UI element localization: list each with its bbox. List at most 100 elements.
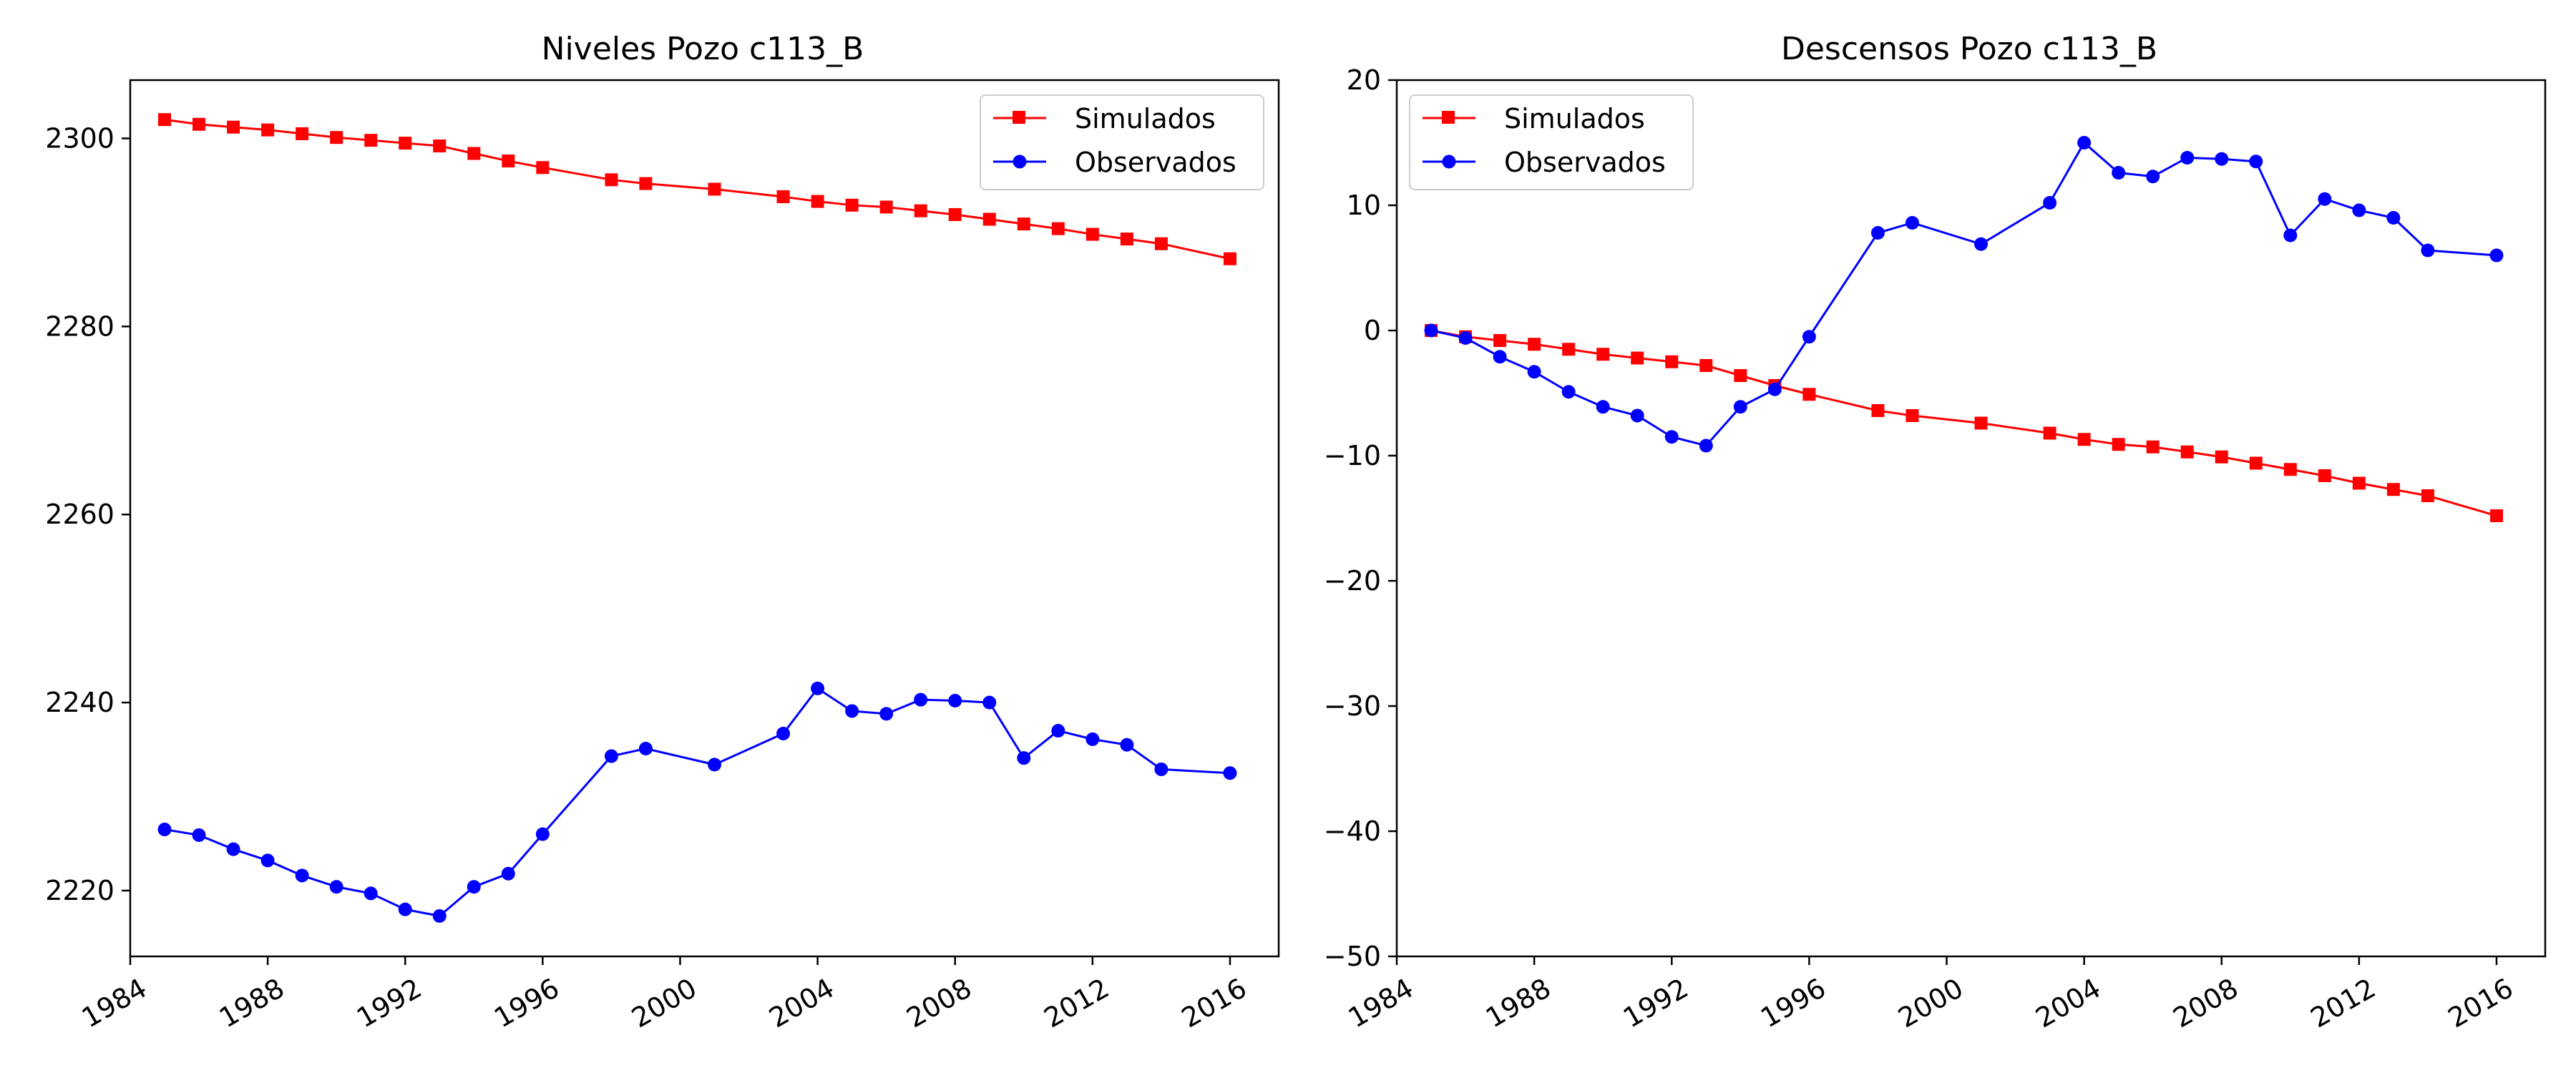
data-point-simulados — [811, 195, 824, 208]
data-point-observados — [2318, 192, 2332, 206]
y-tick-label: −20 — [1324, 565, 1381, 597]
data-point-observados — [1870, 226, 1885, 240]
data-point-simulados — [502, 155, 515, 168]
data-point-observados — [398, 902, 412, 916]
data-point-observados — [2386, 211, 2401, 225]
data-point-observados — [2112, 166, 2126, 180]
y-axis: 2220 2240 2260 2280 2300 — [45, 122, 130, 906]
data-point-observados — [1974, 237, 1989, 251]
data-point-simulados — [2077, 433, 2091, 446]
data-point-observados — [1561, 385, 1576, 399]
data-point-observados — [1596, 400, 1610, 414]
data-point-simulados — [433, 139, 447, 153]
data-point-observados — [295, 868, 309, 883]
data-point-simulados — [192, 117, 206, 131]
data-point-simulados — [1120, 232, 1133, 246]
y-tick-label: 2300 — [45, 122, 114, 154]
data-point-simulados — [2318, 469, 2331, 482]
data-point-simulados — [2043, 426, 2057, 440]
data-point-observados — [2421, 243, 2435, 258]
series-layer — [1424, 136, 2504, 522]
data-point-observados — [1767, 382, 1782, 396]
y-tick-label: 2260 — [45, 499, 114, 530]
y-tick-label: −10 — [1324, 440, 1381, 471]
data-point-observados — [2043, 196, 2057, 210]
legend-label-observados: Observados — [1075, 147, 1236, 178]
data-point-simulados — [399, 137, 412, 150]
plot-frame — [1395, 79, 2547, 958]
data-point-simulados — [1802, 388, 1816, 401]
data-point-simulados — [1528, 338, 1541, 351]
data-point-observados — [192, 828, 206, 842]
data-point-observados — [2489, 248, 2504, 263]
legend-label-simulados: Simulados — [1504, 103, 1645, 134]
legend-marker-simulados — [1442, 111, 1455, 124]
data-point-simulados — [536, 161, 550, 175]
data-point-observados — [2283, 228, 2298, 242]
data-point-observados — [2077, 136, 2092, 150]
series-line-simulados — [1430, 329, 2497, 517]
data-point-simulados — [914, 204, 927, 217]
data-point-observados — [501, 866, 515, 881]
data-point-observados — [948, 693, 962, 707]
data-point-observados — [1664, 430, 1679, 444]
y-axis: −50 −40 −30 −20 −10 0 10 20 — [1324, 64, 1397, 972]
data-point-simulados — [1699, 359, 1713, 372]
data-point-simulados — [1871, 404, 1885, 417]
data-point-observados — [604, 749, 618, 763]
data-point-simulados — [296, 127, 309, 140]
legend-box — [1409, 94, 1694, 190]
data-point-simulados — [605, 173, 618, 187]
data-point-simulados — [639, 177, 653, 190]
data-point-simulados — [2386, 483, 2400, 496]
legend-marker-observados — [1013, 155, 1027, 169]
y-tick-label: 2280 — [45, 310, 114, 342]
data-point-simulados — [2489, 509, 2503, 522]
data-point-observados — [467, 880, 481, 894]
data-point-observados — [811, 681, 825, 695]
data-point-observados — [1223, 766, 1237, 780]
data-point-simulados — [2249, 456, 2263, 470]
data-point-observados — [260, 853, 275, 868]
data-point-simulados — [2112, 438, 2125, 451]
data-point-observados — [982, 695, 997, 710]
data-point-observados — [364, 886, 378, 901]
data-point-simulados — [1493, 334, 1507, 347]
legend-label-observados: Observados — [1504, 147, 1666, 178]
data-point-observados — [1493, 350, 1507, 364]
legend-box — [980, 94, 1264, 190]
y-tick-label: −40 — [1324, 815, 1381, 847]
data-point-simulados — [227, 120, 240, 134]
data-point-observados — [914, 692, 928, 707]
data-point-observados — [1905, 216, 1919, 230]
legend: Simulados Observados — [1409, 94, 1694, 190]
data-point-observados — [1733, 400, 1747, 414]
data-point-simulados — [2146, 440, 2160, 454]
data-point-simulados — [845, 198, 859, 212]
data-point-simulados — [776, 190, 790, 203]
data-point-observados — [1017, 751, 1031, 765]
data-point-simulados — [1562, 343, 1576, 356]
data-point-simulados — [708, 182, 721, 196]
data-point-observados — [1424, 323, 1438, 338]
data-point-observados — [879, 707, 894, 721]
data-point-observados — [226, 842, 240, 856]
data-point-simulados — [1974, 416, 1988, 430]
data-point-observados — [2146, 170, 2160, 184]
data-point-simulados — [330, 131, 343, 144]
data-point-observados — [776, 726, 791, 740]
legend-marker-simulados — [1013, 111, 1025, 124]
data-point-simulados — [1906, 409, 1919, 422]
data-point-simulados — [2215, 450, 2228, 464]
data-point-simulados — [2352, 476, 2366, 490]
series-line-simulados — [164, 118, 1231, 260]
legend-marker-observados — [1442, 155, 1456, 169]
data-point-observados — [1120, 738, 1134, 752]
plot-frame — [129, 79, 1280, 958]
chart-title: Descensos Pozo c113_B — [1781, 31, 2157, 67]
data-point-observados — [157, 823, 172, 837]
data-point-simulados — [879, 200, 893, 214]
legend: Simulados Observados — [980, 94, 1264, 190]
data-point-observados — [535, 827, 550, 841]
data-point-observados — [1051, 724, 1065, 738]
